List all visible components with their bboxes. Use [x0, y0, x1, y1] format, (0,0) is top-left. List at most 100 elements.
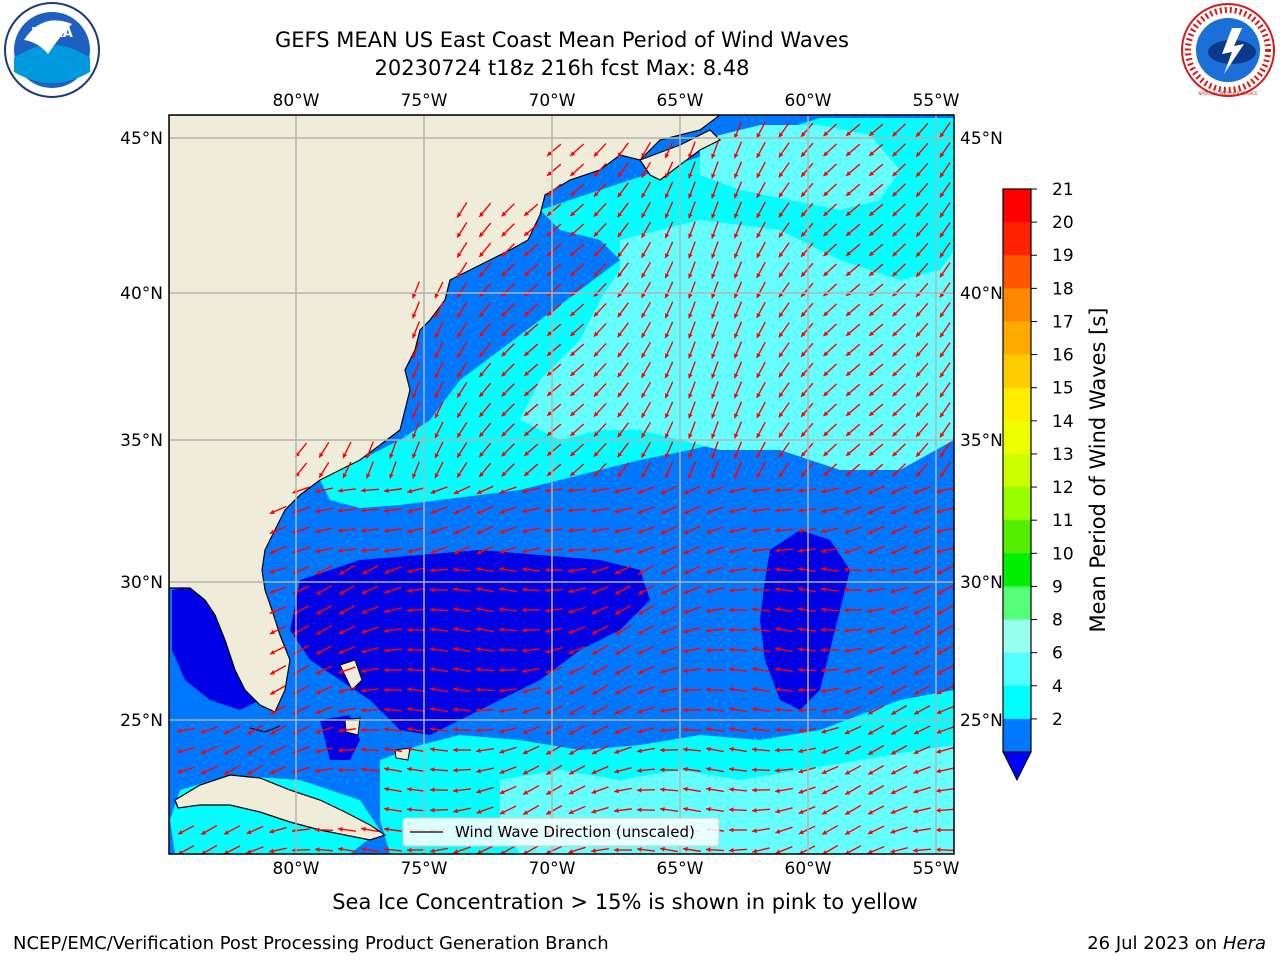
wave-arrow-head: [547, 171, 553, 176]
wave-arrow-head: [660, 747, 665, 753]
wave-arrow-head: [688, 293, 693, 299]
wave-arrow-head: [407, 726, 412, 732]
wave-arrow-head: [384, 667, 389, 673]
wave-arrow-head: [338, 708, 343, 714]
wave-arrow-head: [523, 810, 529, 815]
wave-arrow-head: [177, 748, 183, 754]
wave-arrow-head: [916, 351, 921, 357]
wave-arrow-head: [617, 212, 623, 218]
wave-arrow-head: [798, 768, 804, 774]
wave-arrow-head: [476, 586, 481, 592]
wave-arrow-head: [752, 607, 757, 612]
colorbar-tick-label: 4: [1052, 677, 1063, 697]
wave-arrow-head: [384, 766, 389, 772]
wave-arrow-head: [916, 371, 921, 377]
wave-arrow-head: [412, 413, 417, 419]
colorbar-segment: [1003, 354, 1031, 389]
lon-tick-label: 65°W: [657, 91, 704, 111]
wave-arrow-head: [434, 333, 440, 339]
wave-arrow-head: [778, 152, 784, 158]
wave-arrow-head: [939, 272, 945, 278]
wave-arrow-head: [407, 508, 413, 514]
wave-arrow-head: [914, 670, 920, 675]
wave-arrow-head: [501, 431, 507, 437]
wave-arrow-head: [430, 529, 436, 534]
wave-arrow-head: [734, 393, 739, 399]
wave-arrow-head: [660, 787, 665, 792]
map-frame: [168, 114, 955, 855]
wave-arrow-head: [315, 548, 320, 554]
wave-arrow-head: [661, 590, 667, 595]
wave-arrow-head: [453, 727, 458, 733]
wave-arrow-head: [430, 549, 436, 554]
wave-arrow-head: [522, 668, 527, 674]
wave-arrow-head: [384, 746, 389, 752]
wave-arrow-head: [823, 271, 829, 277]
wave-arrow-head: [664, 413, 670, 419]
wave-arrow-head: [593, 191, 599, 197]
wave-arrow-head: [939, 472, 945, 478]
wave-arrow-head: [479, 432, 484, 437]
wave-arrow-head: [361, 548, 366, 553]
wave-arrow-head: [660, 649, 666, 654]
wave-arrow-head: [778, 372, 784, 378]
wave-arrow-head: [430, 726, 435, 732]
wave-arrow-head: [752, 488, 757, 493]
wave-arrow-head: [501, 411, 507, 417]
wave-arrow-head: [846, 171, 852, 176]
wave-arrow-head: [338, 488, 343, 493]
wave-arrow-head: [453, 587, 458, 592]
wave-arrow-head: [891, 690, 897, 695]
wave-arrow-head: [247, 730, 253, 735]
wave-arrow-head: [892, 131, 898, 137]
wave-arrow-head: [778, 392, 784, 398]
wave-arrow-head: [499, 809, 505, 815]
wave-arrow-head: [869, 171, 875, 176]
wave-arrow-head: [522, 709, 528, 714]
wave-arrow-head: [547, 311, 553, 316]
wave-arrow-head: [316, 590, 322, 595]
lat-tick-label: 40°N: [120, 284, 163, 304]
wave-arrow-head: [778, 252, 784, 258]
lat-ticks-left: 45°N 40°N 35°N 30°N 25°N: [120, 129, 163, 731]
wave-arrow-head: [752, 686, 757, 692]
wave-arrow-head: [568, 609, 574, 614]
wave-arrow-head: [711, 433, 716, 439]
wave-arrow-head: [384, 826, 389, 832]
wave-arrow-head: [756, 132, 761, 138]
wave-arrow-head: [499, 607, 504, 612]
wave-arrow-head: [867, 829, 873, 835]
wave-arrow-head: [821, 528, 827, 534]
wave-arrow-head: [916, 331, 921, 337]
wave-arrow-head: [775, 829, 781, 834]
wave-arrow-head: [339, 570, 345, 575]
wave-arrow-head: [801, 171, 806, 177]
wave-arrow-head: [407, 746, 412, 752]
wave-arrow-head: [664, 433, 670, 439]
wave-arrow-head: [823, 371, 829, 377]
colorbar-segment: [1003, 718, 1031, 753]
wave-arrow-head: [523, 790, 529, 795]
wave-arrow-head: [936, 689, 942, 695]
wave-arrow-head: [614, 548, 620, 554]
wave-arrow-head: [384, 786, 389, 792]
wave-arrow-head: [361, 826, 366, 832]
wave-arrow-head: [916, 171, 921, 177]
wave-arrow-head: [869, 311, 875, 316]
wave-arrow-head: [637, 489, 643, 494]
wave-arrow-head: [892, 311, 898, 317]
wave-arrow-head: [892, 411, 898, 417]
wave-arrow-head: [224, 830, 230, 835]
wave-arrow-head: [407, 667, 412, 672]
wave-arrow-head: [315, 709, 321, 714]
wave-arrow-head: [711, 173, 716, 179]
wave-arrow-head: [430, 747, 435, 752]
wave-arrow-head: [315, 488, 320, 494]
wave-arrow-head: [568, 669, 574, 675]
wave-arrow-head: [593, 411, 599, 417]
svg-text:NATIONAL WEATHER SERVICE: NATIONAL WEATHER SERVICE: [1198, 91, 1258, 96]
sea-ice-note: Sea Ice Concentration > 15% is shown in …: [332, 890, 918, 914]
wave-arrow-head: [524, 431, 530, 436]
wave-arrow-head: [778, 172, 784, 178]
wave-arrow-head: [756, 152, 761, 158]
